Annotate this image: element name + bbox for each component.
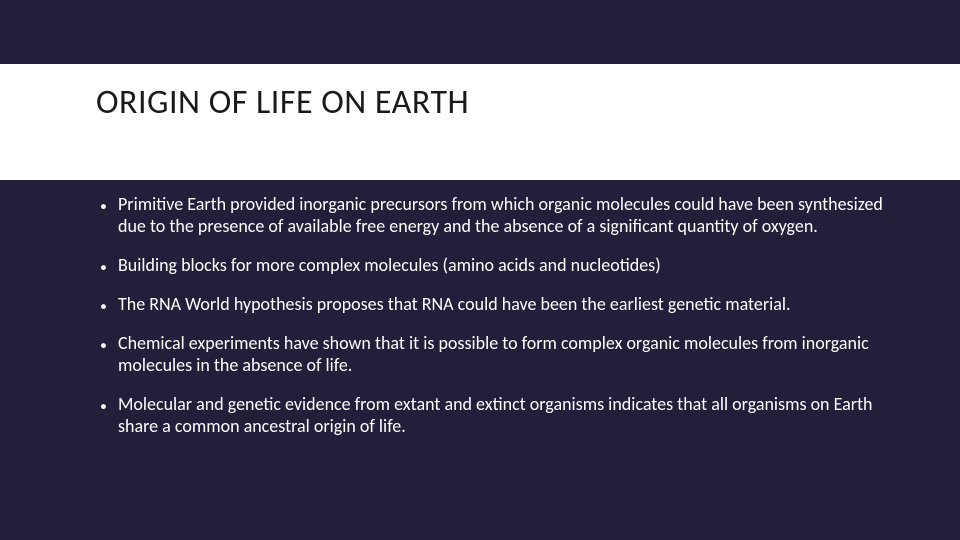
top-color-band xyxy=(0,0,960,64)
bullet-list: Primitive Earth provided inorganic precu… xyxy=(96,194,892,438)
bullet-item: Building blocks for more complex molecul… xyxy=(96,255,892,277)
slide: ORIGIN OF LIFE ON EARTH Primitive Earth … xyxy=(0,0,960,540)
slide-title: ORIGIN OF LIFE ON EARTH xyxy=(96,82,469,123)
bullet-item: Chemical experiments have shown that it … xyxy=(96,333,892,377)
bullet-item: Primitive Earth provided inorganic precu… xyxy=(96,194,892,238)
slide-body: Primitive Earth provided inorganic precu… xyxy=(0,180,960,540)
bullet-item: Molecular and genetic evidence from exta… xyxy=(96,394,892,438)
bullet-item: The RNA World hypothesis proposes that R… xyxy=(96,294,892,316)
